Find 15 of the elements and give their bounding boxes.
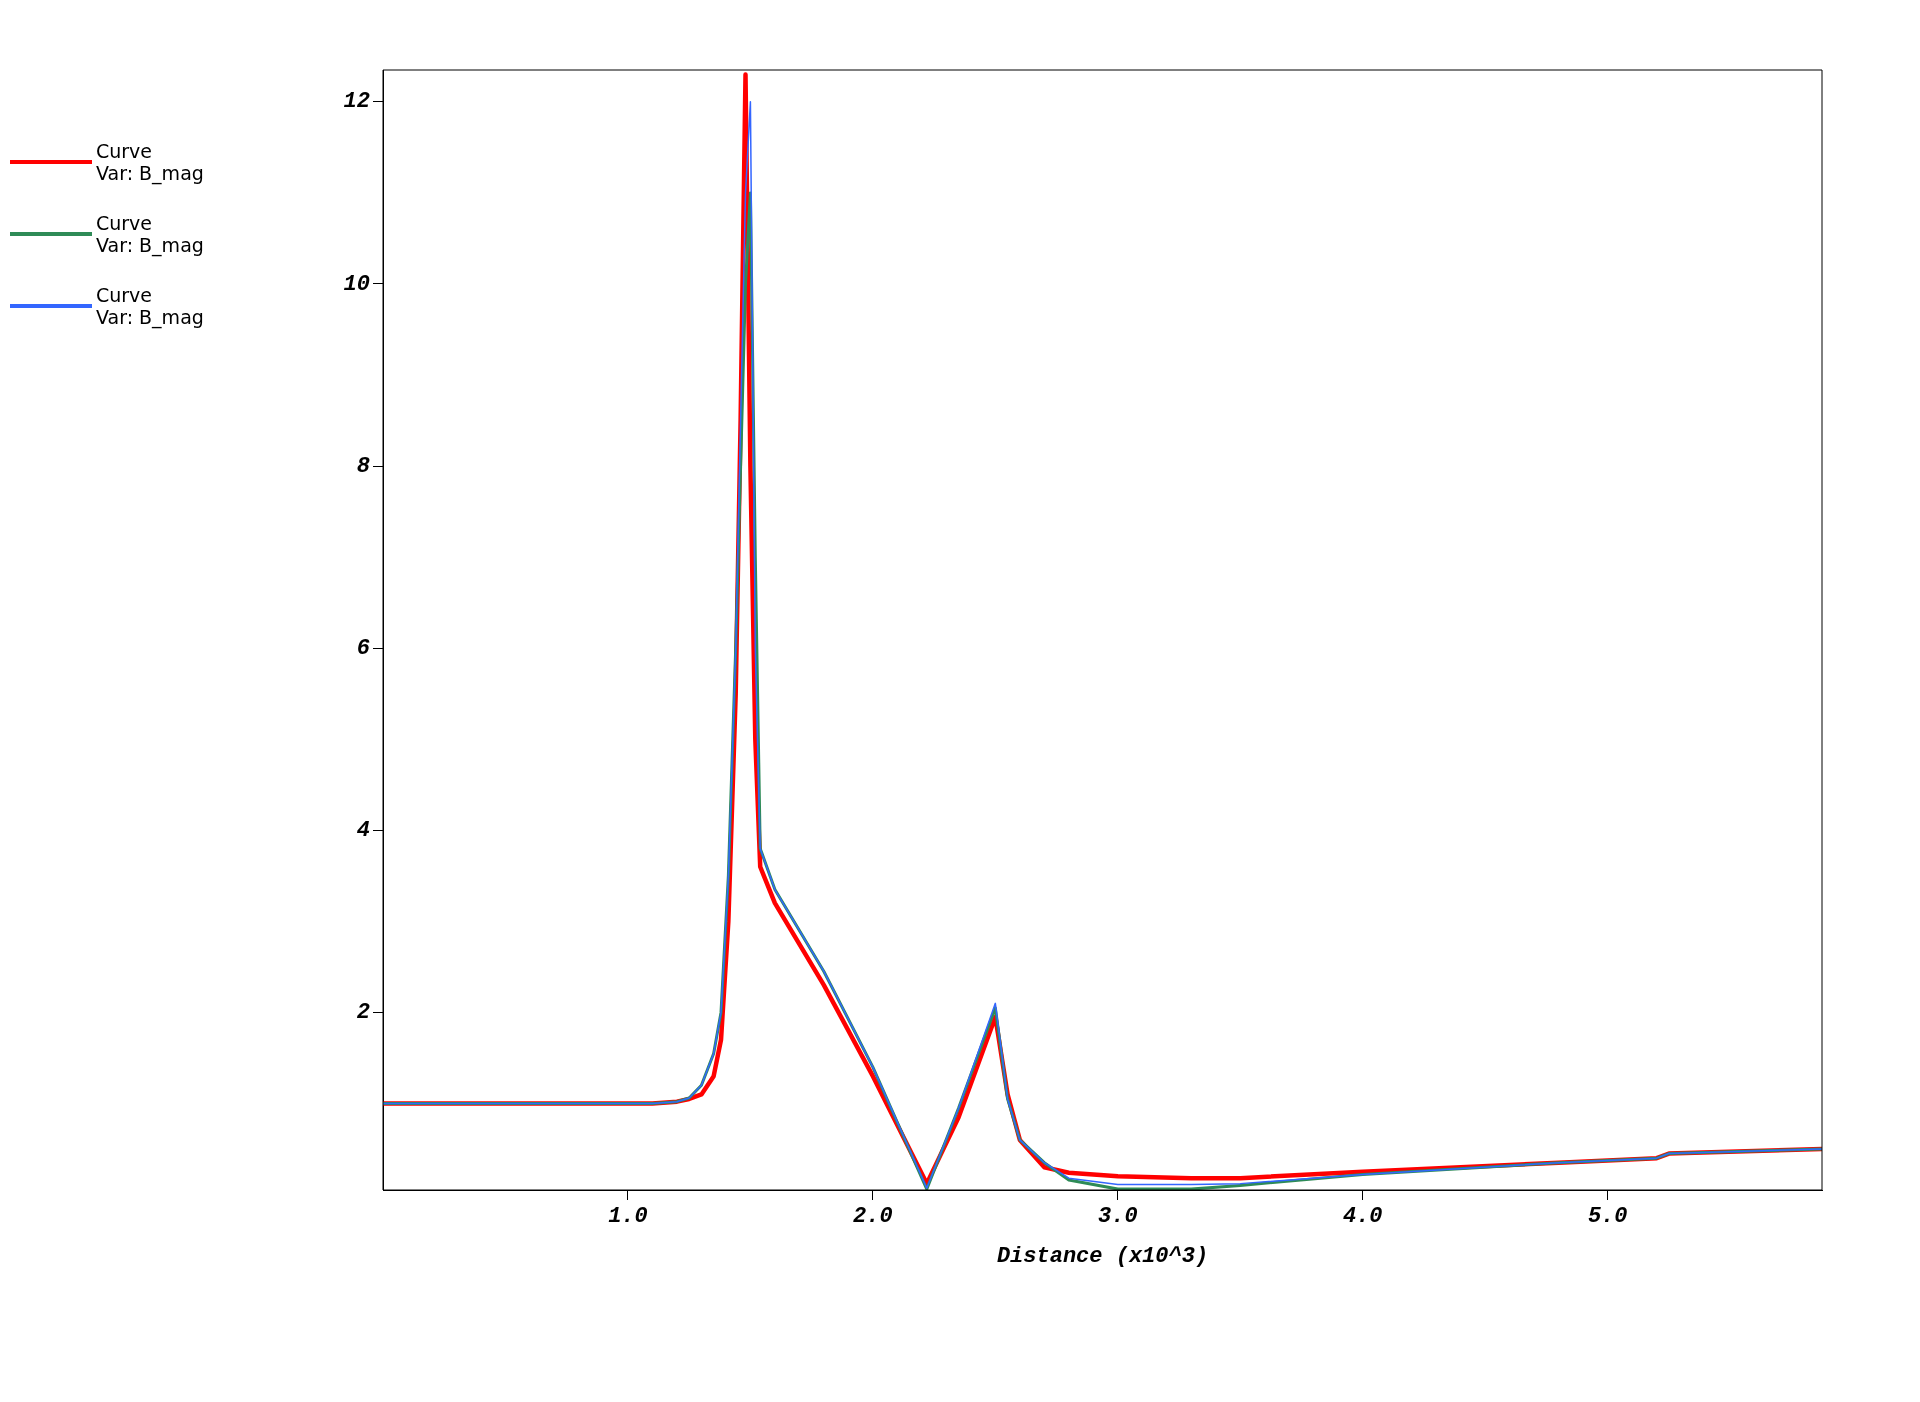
x-tick-label: 1.0 [608,1203,648,1229]
legend-label: Curve Var: B_mag [96,212,204,256]
x-tick-label: 2.0 [853,1203,893,1229]
y-tick-label: 6 [356,635,370,661]
x-tick-label: 4.0 [1342,1203,1383,1229]
x-axis-title: Distance (x10^3) [996,1244,1209,1270]
y-tick-label: 8 [356,453,370,479]
y-tick-label: 12 [343,89,370,115]
x-tick-label: 3.0 [1098,1203,1138,1229]
legend-label: Curve Var: B_mag [96,140,204,184]
y-tick-label: 4 [356,817,370,843]
y-tick-label: 10 [343,271,370,297]
y-tick-label: 2 [356,999,370,1025]
x-tick-label: 5.0 [1587,1203,1628,1229]
legend-label: Curve Var: B_mag [96,284,204,328]
